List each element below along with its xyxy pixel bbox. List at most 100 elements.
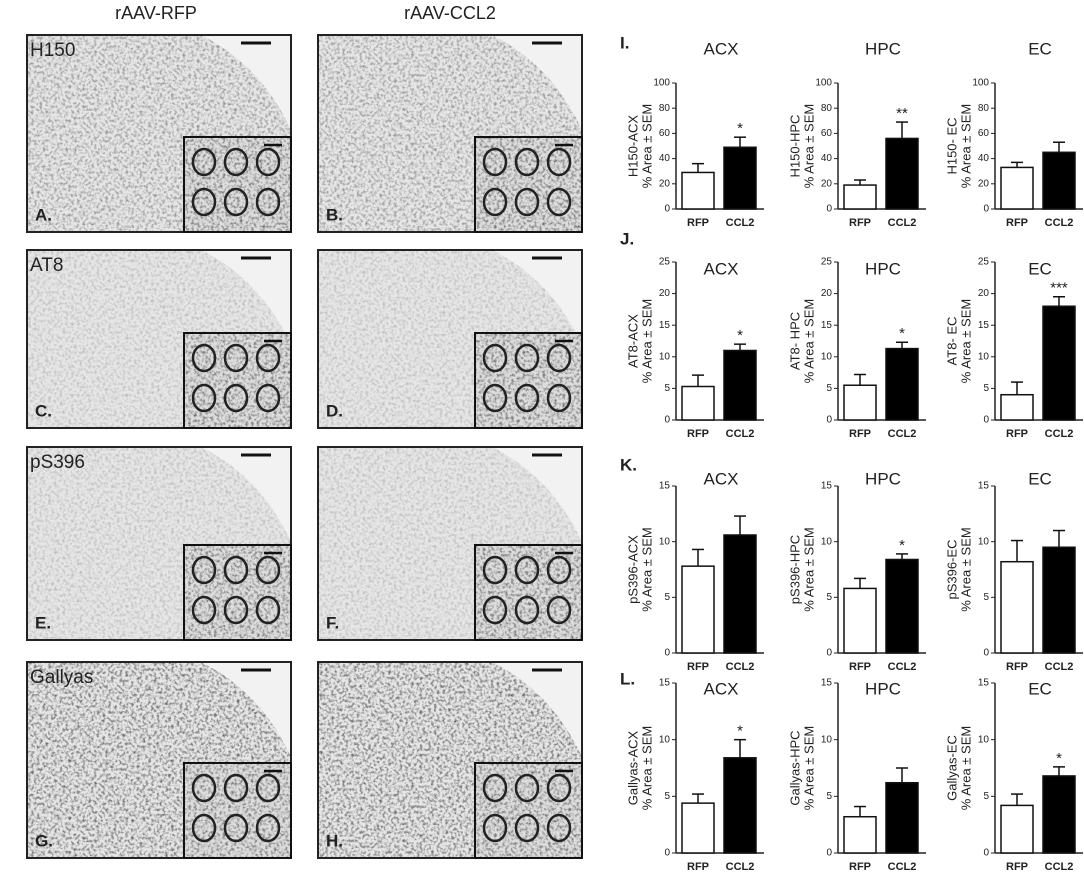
y-axis-label: % Area ± SEM bbox=[639, 104, 654, 188]
y-tick-label: 10 bbox=[659, 536, 671, 547]
x-tick-label: CCL2 bbox=[888, 661, 917, 673]
neuron bbox=[223, 147, 249, 177]
neuron bbox=[191, 147, 217, 177]
panel-letter: E. bbox=[35, 613, 51, 632]
bar bbox=[843, 384, 877, 421]
significance: * bbox=[737, 327, 743, 344]
bar bbox=[723, 534, 757, 654]
bar bbox=[885, 347, 919, 421]
y-tick-label: 25 bbox=[821, 257, 833, 268]
y-axis-label: % Area ± SEM bbox=[801, 527, 816, 611]
neuron bbox=[255, 147, 281, 177]
y-tick-label: 100 bbox=[653, 78, 670, 89]
neuron bbox=[255, 773, 281, 803]
x-tick-label: RFP bbox=[1006, 428, 1028, 440]
bar bbox=[681, 385, 715, 421]
chart-title: HPC bbox=[865, 469, 901, 488]
neuron bbox=[255, 343, 281, 373]
bar bbox=[681, 565, 715, 654]
y-tick-label: 15 bbox=[821, 678, 833, 689]
y-tick-label: 0 bbox=[826, 848, 832, 859]
y-tick-label: 20 bbox=[659, 178, 671, 189]
chart-title: HPC bbox=[865, 679, 901, 698]
inset-frame bbox=[183, 136, 292, 233]
x-tick-label: RFP bbox=[687, 861, 709, 873]
bar bbox=[1000, 560, 1034, 654]
bar bbox=[1042, 546, 1076, 654]
neuron bbox=[546, 595, 572, 625]
neuron bbox=[191, 813, 217, 843]
chart-title: EC bbox=[1028, 469, 1052, 488]
y-tick-label: 15 bbox=[978, 320, 990, 331]
neuron bbox=[514, 773, 540, 803]
tissue-edge bbox=[492, 250, 582, 345]
chart-title: ACX bbox=[704, 679, 739, 698]
x-tick-label: CCL2 bbox=[726, 861, 755, 873]
significance: * bbox=[737, 120, 743, 137]
y-tick-label: 20 bbox=[821, 178, 833, 189]
y-tick-label: 15 bbox=[659, 678, 671, 689]
bar bbox=[885, 781, 919, 854]
row-label: I. bbox=[620, 33, 629, 52]
x-tick-label: CCL2 bbox=[888, 861, 917, 873]
bar bbox=[843, 587, 877, 654]
inset-texture bbox=[475, 333, 582, 428]
bar bbox=[885, 137, 919, 210]
neuron bbox=[191, 187, 217, 217]
bar bbox=[723, 146, 757, 210]
panel-letter: B. bbox=[326, 205, 343, 224]
x-tick-label: CCL2 bbox=[1045, 661, 1074, 673]
tissue-edge bbox=[201, 662, 291, 757]
inset-frame bbox=[474, 136, 583, 233]
inset-frame bbox=[474, 544, 583, 641]
x-tick-label: CCL2 bbox=[726, 217, 755, 229]
x-tick-label: RFP bbox=[849, 217, 871, 229]
y-tick-label: 10 bbox=[821, 351, 833, 362]
micrograph-frame bbox=[26, 661, 292, 859]
neuron bbox=[255, 383, 281, 413]
inset-frame bbox=[183, 544, 292, 641]
inset-texture bbox=[475, 545, 582, 640]
inset-texture bbox=[475, 763, 582, 858]
neuron bbox=[255, 813, 281, 843]
y-tick-label: 60 bbox=[659, 128, 671, 139]
neuron bbox=[223, 383, 249, 413]
y-tick-label: 40 bbox=[659, 153, 671, 164]
chart-title: EC bbox=[1028, 39, 1052, 58]
chart-title: ACX bbox=[704, 469, 739, 488]
bar bbox=[1042, 775, 1076, 854]
y-tick-label: 10 bbox=[978, 536, 990, 547]
bar bbox=[723, 757, 757, 854]
stain-label: Gallyas bbox=[30, 667, 93, 688]
neuron bbox=[514, 383, 540, 413]
y-tick-label: 0 bbox=[664, 848, 670, 859]
stain-label: AT8 bbox=[30, 255, 63, 276]
neuron bbox=[223, 595, 249, 625]
panel-letter: H. bbox=[326, 831, 343, 850]
chart-title: ACX bbox=[704, 259, 739, 278]
y-axis-label: AT8-ACX bbox=[625, 314, 640, 368]
x-tick-label: RFP bbox=[1006, 861, 1028, 873]
panel-letter: D. bbox=[326, 401, 343, 420]
y-tick-label: 5 bbox=[983, 383, 989, 394]
micrograph-frame bbox=[317, 446, 583, 641]
neuron bbox=[223, 773, 249, 803]
y-tick-label: 20 bbox=[978, 288, 990, 299]
neuron bbox=[546, 343, 572, 373]
y-tick-label: 10 bbox=[659, 734, 671, 745]
y-axis-label: % Area ± SEM bbox=[958, 104, 973, 188]
y-tick-label: 15 bbox=[659, 481, 671, 492]
significance: *** bbox=[1050, 280, 1068, 297]
y-tick-label: 15 bbox=[659, 320, 671, 331]
y-tick-label: 5 bbox=[826, 592, 832, 603]
bar bbox=[1042, 305, 1076, 421]
y-axis-label: H150- EC bbox=[944, 117, 959, 174]
x-tick-label: CCL2 bbox=[1045, 428, 1074, 440]
y-tick-label: 20 bbox=[978, 178, 990, 189]
y-axis-label: % Area ± SEM bbox=[801, 726, 816, 810]
neuron bbox=[546, 555, 572, 585]
y-axis-label: Gallyas-HPC bbox=[787, 730, 802, 805]
y-tick-label: 10 bbox=[659, 351, 671, 362]
neuron bbox=[546, 773, 572, 803]
